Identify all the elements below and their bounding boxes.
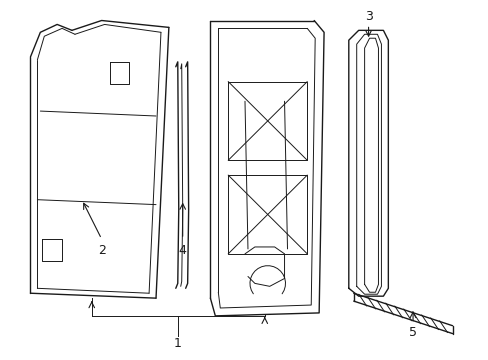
Text: 2: 2 xyxy=(98,244,105,257)
Text: 3: 3 xyxy=(364,10,372,23)
Text: 5: 5 xyxy=(408,326,416,339)
Text: 1: 1 xyxy=(173,337,182,350)
Text: 4: 4 xyxy=(179,244,186,257)
